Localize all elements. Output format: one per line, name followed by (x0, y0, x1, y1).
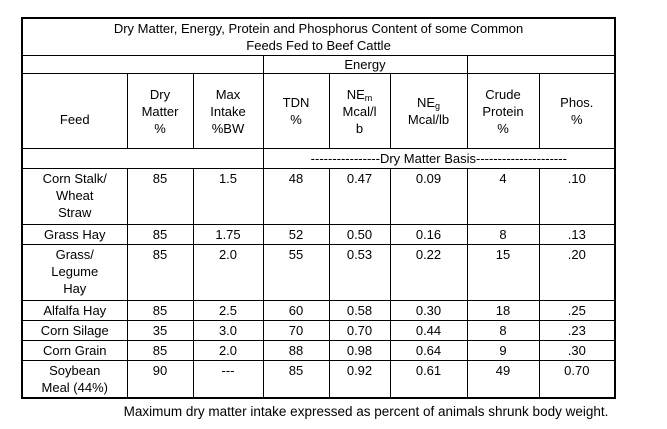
col-header-max-intake: Max Intake %BW (192, 73, 264, 149)
max-intake-cell: 2.0 (192, 340, 264, 361)
max-intake-cell: --- (192, 360, 264, 399)
tdn-cell: 55 (262, 244, 330, 301)
max-intake-cell: 2.5 (192, 300, 264, 321)
phos-cell: .30 (538, 340, 616, 361)
crude-protein-cell: 18 (466, 300, 540, 321)
crude-protein-cell: 15 (466, 244, 540, 301)
phos-cell: .23 (538, 320, 616, 341)
nem-subscript: m (364, 92, 373, 103)
neg-cell: 0.16 (389, 224, 468, 245)
neg-subscript: g (435, 101, 441, 111)
table-row-grass-legume-hay: Grass/ Legume Hay 85 2.0 55 0.53 0.22 15… (21, 244, 616, 301)
empty-spacer-cell (466, 55, 616, 74)
feed-name-cell: Grass/ Legume Hay (21, 244, 128, 301)
table-row-soybean-meal: Soybean Meal (44%) 90 --- 85 0.92 0.61 4… (21, 360, 616, 399)
dry-matter-cell: 85 (126, 244, 194, 301)
col-header-phos: Phos. % (538, 73, 616, 149)
nem-cell: 0.98 (328, 340, 391, 361)
col-header-crude-protein-label: Crude Protein % (482, 86, 524, 136)
col-header-dry-matter: Dry Matter % (126, 73, 194, 149)
table-title-row: Dry Matter, Energy, Protein and Phosphor… (21, 17, 616, 56)
neg-cell: 0.22 (389, 244, 468, 301)
col-header-feed-label: Feed (59, 111, 90, 127)
empty-spacer-cell (21, 55, 264, 74)
phos-cell: .20 (538, 244, 616, 301)
tdn-cell: 48 (262, 168, 330, 225)
feed-name-cell: Alfalfa Hay (21, 300, 128, 321)
nem-cell: 0.50 (328, 224, 391, 245)
neg-cell: 0.44 (389, 320, 468, 341)
col-header-max-intake-label: Max Intake %BW (210, 86, 246, 136)
table-row-corn-grain: Corn Grain 85 2.0 88 0.98 0.64 9 .30 (21, 340, 616, 361)
feed-nutrition-table: Dry Matter, Energy, Protein and Phosphor… (21, 17, 617, 399)
col-header-neg-label: NEg (393, 94, 465, 111)
phos-cell: .10 (538, 168, 616, 225)
phos-cell: .25 (538, 300, 616, 321)
nem-cell: 0.92 (328, 360, 391, 399)
neg-cell: 0.30 (389, 300, 468, 321)
feed-name-cell: Corn Silage (21, 320, 128, 341)
dry-matter-cell: 85 (126, 224, 194, 245)
max-intake-cell: 3.0 (192, 320, 264, 341)
feed-name-cell: Corn Stalk/ Wheat Straw (21, 168, 128, 225)
nem-cell: 0.70 (328, 320, 391, 341)
table-row-corn-silage: Corn Silage 35 3.0 70 0.70 0.44 8 .23 (21, 320, 616, 341)
dry-matter-cell: 35 (126, 320, 194, 341)
dry-matter-cell: 90 (126, 360, 194, 399)
feed-name-cell: Soybean Meal (44%) (21, 360, 128, 399)
col-header-neg: NEg Mcal/lb (389, 73, 468, 149)
dry-matter-cell: 85 (126, 168, 194, 225)
neg-cell: 0.09 (389, 168, 468, 225)
empty-spacer-cell (21, 148, 264, 169)
table-title: Dry Matter, Energy, Protein and Phosphor… (21, 17, 616, 56)
dry-matter-cell: 85 (126, 300, 194, 321)
col-header-tdn: TDN % (262, 73, 330, 149)
col-header-tdn-label: TDN % (282, 95, 310, 127)
col-header-nem-unit: Mcal/l b (342, 103, 377, 136)
max-intake-cell: 2.0 (192, 244, 264, 301)
crude-protein-cell: 8 (466, 320, 540, 341)
max-intake-cell: 1.75 (192, 224, 264, 245)
col-header-neg-unit: Mcal/lb (407, 112, 450, 127)
table-row-grass-hay: Grass Hay 85 1.75 52 0.50 0.16 8 .13 (21, 224, 616, 245)
crude-protein-cell: 4 (466, 168, 540, 225)
neg-cell: 0.61 (389, 360, 468, 399)
col-header-crude-protein: Crude Protein % (466, 73, 540, 149)
table-row-alfalfa-hay: Alfalfa Hay 85 2.5 60 0.58 0.30 18 .25 (21, 300, 616, 321)
table-row-corn-stalk-wheat-straw: Corn Stalk/ Wheat Straw 85 1.5 48 0.47 0… (21, 168, 616, 225)
max-intake-cell: 1.5 (192, 168, 264, 225)
nem-cell: 0.53 (328, 244, 391, 301)
tdn-cell: 85 (262, 360, 330, 399)
feed-name-cell: Grass Hay (21, 224, 128, 245)
feed-name-cell: Corn Grain (21, 340, 128, 361)
nem-symbol: NE (346, 86, 365, 102)
nem-cell: 0.58 (328, 300, 391, 321)
dry-matter-cell: 85 (126, 340, 194, 361)
tdn-cell: 88 (262, 340, 330, 361)
col-header-phos-label: Phos. % (560, 95, 594, 127)
crude-protein-cell: 8 (466, 224, 540, 245)
neg-symbol: NE (416, 95, 436, 110)
energy-group-header: Energy (262, 55, 468, 74)
nem-cell: 0.47 (328, 168, 391, 225)
tdn-cell: 60 (262, 300, 330, 321)
dry-matter-basis-row: ----------------Dry Matter Basis--------… (21, 148, 616, 169)
col-header-nem: NEm Mcal/l b (328, 73, 391, 149)
crude-protein-cell: 49 (466, 360, 540, 399)
phos-cell: .13 (538, 224, 616, 245)
col-header-dry-matter-label: Dry Matter % (141, 86, 179, 136)
footnote: Maximum dry matter intake expressed as p… (123, 404, 609, 419)
tdn-cell: 52 (262, 224, 330, 245)
energy-group-row: Energy (21, 55, 616, 74)
phos-cell: 0.70 (538, 360, 616, 399)
neg-cell: 0.64 (389, 340, 468, 361)
column-header-row: Feed Dry Matter % Max Intake %BW TDN % N… (21, 73, 616, 149)
dry-matter-basis-label: ----------------Dry Matter Basis--------… (262, 148, 616, 169)
col-header-nem-label: NEm (332, 86, 388, 103)
document-page: Dry Matter, Energy, Protein and Phosphor… (21, 17, 617, 419)
tdn-cell: 70 (262, 320, 330, 341)
crude-protein-cell: 9 (466, 340, 540, 361)
col-header-feed: Feed (21, 73, 128, 149)
